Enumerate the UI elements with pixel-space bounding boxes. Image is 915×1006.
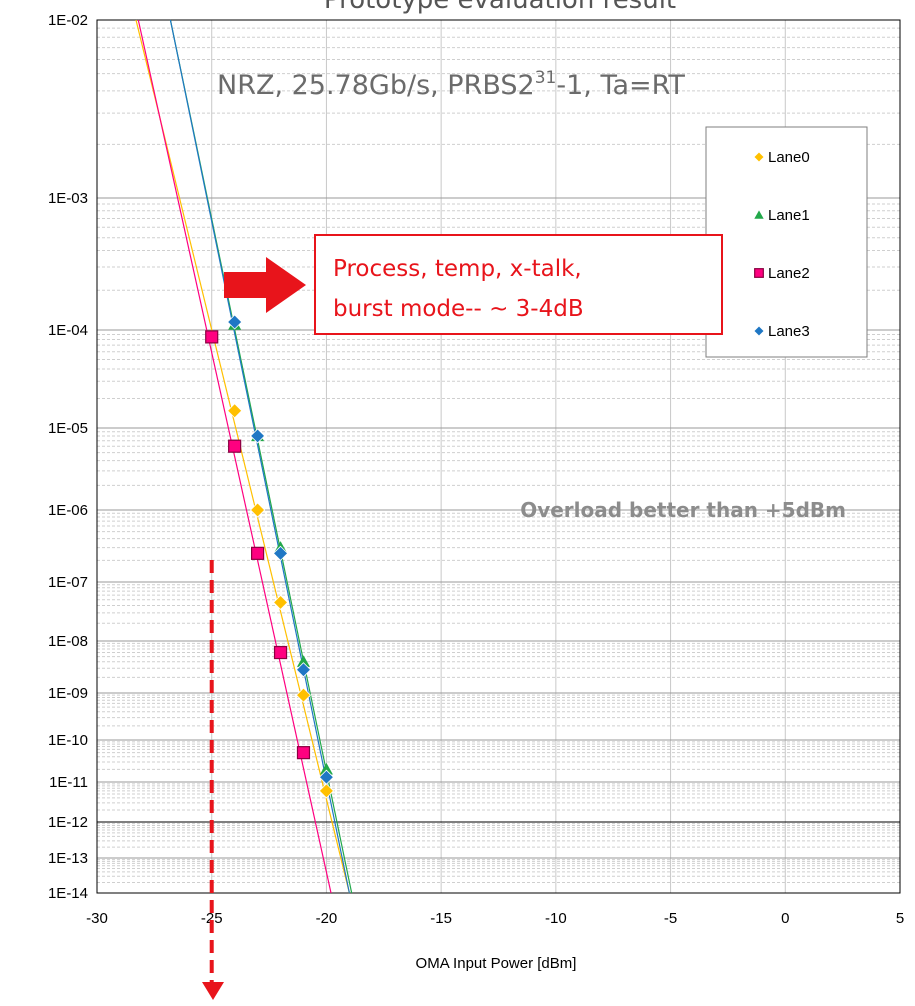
legend-label-lane3: Lane3 <box>768 323 810 340</box>
x-tick-label: -10 <box>545 910 567 927</box>
y-tick-label: 1E-10 <box>48 732 88 749</box>
callout-box <box>314 234 723 335</box>
data-point-lane2 <box>251 546 265 560</box>
legend-label-lane0: Lane0 <box>768 149 810 166</box>
x-tick-label: -15 <box>430 910 452 927</box>
y-tick-label: 1E-14 <box>48 885 88 902</box>
x-tick-label: -30 <box>86 910 108 927</box>
y-tick-label: 1E-08 <box>48 633 88 650</box>
y-tick-labels: 1E-02 1E-03 1E-04 1E-05 1E-06 1E-07 1E-08 1E-09… <box>48 12 88 902</box>
callout-line-1: Process, temp, x-talk, <box>333 256 582 282</box>
condition-superscript: 31 <box>535 68 557 88</box>
legend-box <box>705 126 868 358</box>
data-point-lane1 <box>319 762 333 775</box>
overload-annotation: Overload better than +5dBm <box>520 498 846 522</box>
data-point-lane0 <box>250 502 266 518</box>
data-point-lane3 <box>227 314 243 330</box>
y-tick-label: 1E-04 <box>48 322 88 339</box>
x-tick-label: 5 <box>896 910 904 927</box>
legend-label-lane2: Lane2 <box>768 265 810 282</box>
fit-line-lane0 <box>135 19 350 894</box>
legend-items: Lane0 Lane1 Lane2 Lane3 <box>753 149 810 340</box>
chart-title: Prototype evaluation result <box>324 0 676 15</box>
x-axis-label: OMA Input Power [dBm] <box>416 955 577 972</box>
x-tick-label: 0 <box>781 910 789 927</box>
data-point-lane2 <box>273 645 288 660</box>
x-tick-label: -25 <box>201 910 223 927</box>
data-point-lane3 <box>295 662 312 678</box>
data-point-lane2 <box>205 330 219 344</box>
plot-frame <box>96 19 901 894</box>
callout: Process, temp, x-talk, burst mode-- ~ 3-… <box>224 234 723 335</box>
x-tick-label: -5 <box>664 910 677 927</box>
data-point-lane3 <box>250 428 266 444</box>
fit-line-lane3 <box>169 19 350 894</box>
fit-lines <box>135 19 353 894</box>
data-point-lane1 <box>296 655 310 667</box>
sensitivity-marker <box>202 560 224 1000</box>
data-point-lane0 <box>318 783 334 799</box>
x-tick-label: -20 <box>316 910 338 927</box>
sensitivity-arrowhead <box>202 982 224 1000</box>
condition-label: NRZ, 25.78Gb/s, PRBS231-1, Ta=RT <box>217 68 685 101</box>
callout-line-2: burst mode-- ~ 3-4dB <box>333 296 584 322</box>
legend-marker-lane0 <box>753 151 765 163</box>
legend-marker-lane1 <box>754 210 764 219</box>
y-tick-label: 1E-13 <box>48 850 88 867</box>
data-point-lane0 <box>227 403 243 419</box>
legend: Lane0 Lane1 Lane2 Lane3 <box>705 126 868 358</box>
legend-label-lane1: Lane1 <box>768 207 810 224</box>
y-tick-label: 1E-02 <box>48 12 88 29</box>
callout-arrow <box>224 257 306 313</box>
condition-main: NRZ, 25.78Gb/s, PRBS2 <box>217 70 535 101</box>
data-point-lane0 <box>272 594 289 611</box>
data-point-lane3 <box>318 769 334 785</box>
data-point-lane2 <box>296 746 311 760</box>
y-tick-label: 1E-12 <box>48 814 88 831</box>
y-tick-label: 1E-05 <box>48 420 88 437</box>
y-tick-label: 1E-09 <box>48 685 88 702</box>
condition-tail: -1, Ta=RT <box>556 70 685 101</box>
data-point-lane0 <box>295 687 312 703</box>
x-tick-labels: -30 -25 -20 -15 -10 -5 0 5 <box>86 910 904 927</box>
data-point-lane3 <box>272 545 289 561</box>
legend-marker-lane2 <box>754 268 764 278</box>
y-tick-label: 1E-03 <box>48 190 88 207</box>
legend-marker-lane3 <box>753 325 765 337</box>
data-point-lane2 <box>228 439 242 453</box>
y-tick-label: 1E-06 <box>48 502 88 519</box>
y-tick-label: 1E-11 <box>49 774 88 791</box>
data-markers <box>205 314 334 799</box>
y-tick-label: 1E-07 <box>48 574 88 591</box>
